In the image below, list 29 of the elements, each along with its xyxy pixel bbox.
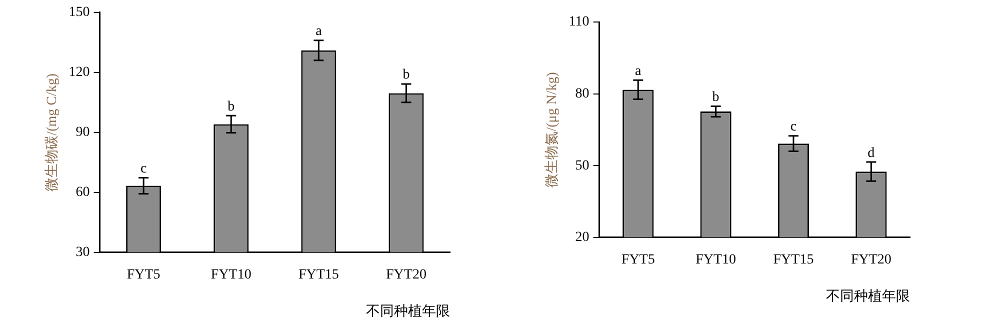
y-axis-title: 微生物碳/(mg C/kg) [44,73,60,192]
annotation: c [790,120,797,135]
annotation: b [402,68,410,83]
x-tick-label: FYT5 [621,252,655,268]
y-tick-label: 110 [568,14,590,30]
x-tick-label: FYT15 [773,252,814,268]
y-tick-label: 30 [76,245,90,260]
y-tick-label: 90 [76,125,90,140]
y-tick-label: 20 [575,230,590,246]
x-axis-title: 不同种植年限 [826,288,910,304]
x-tick-label: FYT20 [850,252,892,268]
y-tick-label: 60 [76,185,90,200]
x-tick-label: FYT5 [126,267,160,282]
annotation: a [316,24,323,40]
annotation: b [712,90,720,106]
annotation: a [635,64,642,80]
y-tick-label: 120 [68,65,90,80]
y-tick-label: 50 [575,158,590,174]
x-tick-label: FYT10 [210,267,252,282]
annotation: d [868,146,875,161]
y-axis-title: 微生物氮/(μg N/kg) [544,72,560,188]
x-tick-label: FYT10 [696,252,736,268]
y-tick-label: 150 [68,5,90,20]
x-tick-label: FYT15 [298,267,339,282]
x-tick-label: FYT20 [386,267,426,282]
y-tick-label: 80 [575,86,590,102]
annotation: b [228,99,235,114]
x-axis-title: 不同种植年限 [366,303,450,320]
annotation: c [140,161,147,176]
